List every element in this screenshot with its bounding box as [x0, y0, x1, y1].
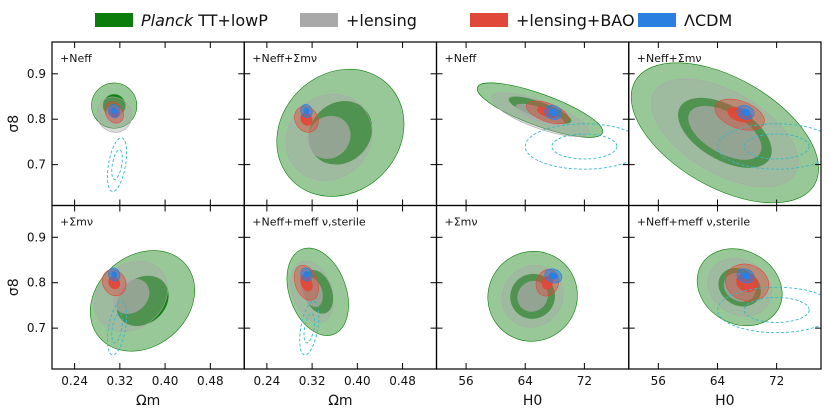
contour-dashed-inner: [743, 133, 810, 160]
contour-lensing-inner: [112, 278, 150, 314]
contour-dashed-outer: [299, 300, 320, 356]
xtick-label: 56: [651, 374, 666, 388]
contour-dashed-outer: [524, 123, 629, 170]
contour-lcdm-inner: [549, 272, 558, 280]
panel-3: +Neff: [435, 41, 630, 207]
ytick-label: 0.8: [27, 276, 46, 290]
panel-label: +Neff+Σmν: [252, 52, 317, 65]
contour-dashed-outer: [106, 137, 128, 192]
panel-contours: [487, 251, 578, 342]
panel-label: +Σmν: [60, 216, 93, 229]
y-axis-label: σ8: [6, 278, 22, 296]
panel-label: +Neff+Σmν: [637, 52, 702, 65]
panel-contours: [696, 248, 821, 334]
legend-label-lensing: +lensing: [346, 11, 417, 30]
legend-swatch-planck: [95, 13, 133, 27]
legend-label-lensing_bao: +lensing+BAO: [516, 11, 635, 30]
contour-lcdm-inner: [741, 108, 750, 116]
panel-4: +Neff+Σmν: [628, 41, 822, 207]
xtick-label: 64: [518, 374, 533, 388]
ytick-label: 0.9: [27, 67, 46, 81]
xtick-label: 0.48: [197, 374, 224, 388]
xtick-label: 0.48: [389, 374, 416, 388]
panel-5: +Σmν 0.9 0.8 0.7 0.24 0.32 0.40 0.48 Ωm σ8: [6, 204, 245, 409]
contour-dashed-inner: [111, 312, 123, 344]
contour-dashed-outer: [106, 300, 128, 356]
panel-label: +Neff: [60, 52, 92, 65]
ytick-label: 0.8: [27, 112, 46, 126]
ytick-label: 0.7: [27, 321, 46, 335]
y-axis-label: σ8: [6, 115, 22, 133]
panel-contours: [89, 250, 196, 356]
legend-swatch-lcdm: [638, 13, 676, 27]
contour-dashed-inner: [743, 297, 810, 323]
legend-label-lcdm: ΛCDM: [684, 11, 732, 30]
panel-6: +Neff+meff ν,sterile 0.24 0.32 0.40 0.48 Ωm: [243, 204, 438, 409]
contour-lcdm-inner: [549, 108, 558, 116]
panel-contours: [286, 247, 349, 356]
contour-lcdm-inner: [303, 107, 310, 115]
xtick-label: 72: [769, 374, 784, 388]
xtick-label: 0.24: [61, 374, 88, 388]
x-axis-label: Ωm: [136, 393, 160, 409]
contour-dashed-inner: [111, 149, 123, 180]
panel-2: +Neff+Σmν: [243, 41, 438, 207]
contour-dashed-inner: [551, 133, 618, 160]
contour-dashed-outer: [717, 123, 821, 170]
xtick-label: 64: [710, 374, 725, 388]
panel-contours: [476, 82, 629, 170]
contour-lensing-inner: [515, 103, 565, 126]
panel-1: +Neff 0.9 0.8 0.7 σ8: [6, 41, 245, 207]
xtick-label: 56: [458, 374, 473, 388]
contour-lensing-inner: [307, 115, 351, 159]
legend-swatch-lensing_bao: [470, 13, 508, 27]
panel-label: +Σmν: [445, 216, 478, 229]
contour-dashed-inner: [303, 312, 316, 344]
contour-lcdm-inner: [303, 271, 310, 278]
xtick-label: 0.32: [106, 374, 133, 388]
panel-frame: [628, 204, 822, 370]
panel-label: +Neff: [445, 52, 477, 65]
x-axis-label: H0: [715, 393, 734, 409]
legend-swatch-lensing: [300, 13, 338, 27]
xtick-label: 0.32: [299, 374, 326, 388]
legend-label-planck: Planck TT+lowP: [141, 11, 268, 30]
ytick-label: 0.9: [27, 230, 46, 244]
xtick-label: 0.40: [344, 374, 371, 388]
contour-lcdm-inner: [741, 272, 750, 280]
panel-frame: [51, 41, 245, 207]
xtick-label: 72: [577, 374, 592, 388]
panel-label: +Neff+meff ν,sterile: [637, 216, 751, 229]
x-axis-label: Ωm: [328, 393, 352, 409]
legend: Planck TT+lowP +lensing +lensing+BAO ΛCDM: [95, 11, 732, 30]
panel-contours: [91, 82, 138, 192]
panel-label: +Neff+meff ν,sterile: [252, 216, 366, 229]
panel-7: +Σmν 56 64 72 H0: [435, 204, 630, 409]
contour-lcdm-inner: [111, 271, 118, 278]
panel-contours: [276, 68, 405, 197]
panel-contours: [630, 62, 821, 204]
xtick-label: 0.40: [152, 374, 179, 388]
contour-lensing-inner: [688, 105, 762, 160]
contour-lcdm-inner: [111, 107, 118, 115]
x-axis-label: H0: [523, 393, 542, 409]
contour-lensing-inner: [517, 280, 548, 312]
ytick-label: 0.7: [27, 158, 46, 172]
xtick-label: 0.24: [254, 374, 281, 388]
panel-8: +Neff+meff ν,sterile 56 64 72 H0: [628, 204, 822, 409]
contour-dashed-outer: [717, 286, 821, 334]
